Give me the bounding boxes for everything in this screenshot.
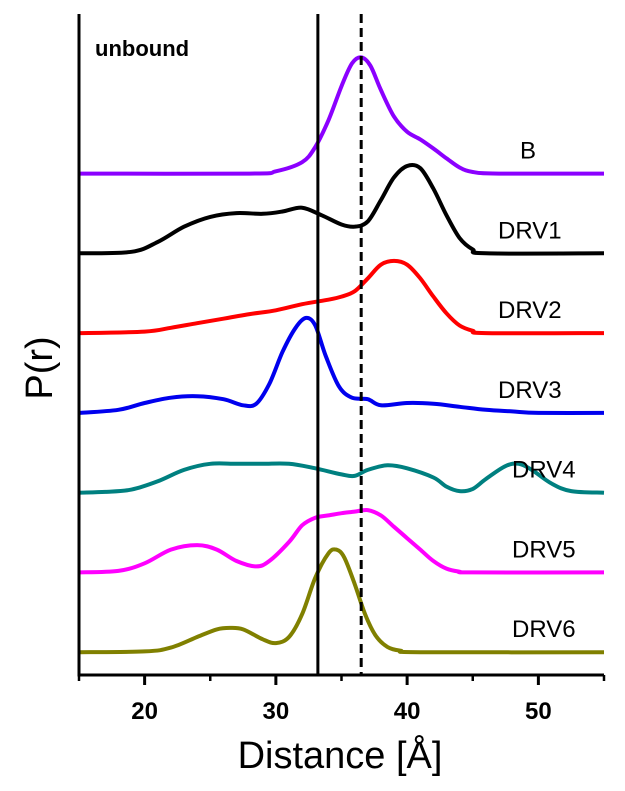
series-label-drv2: DRV2: [498, 297, 562, 324]
x-axis-title: Distance [Å]: [238, 733, 443, 777]
reference-lines: [316, 14, 363, 675]
annotation-unbound: unbound: [95, 36, 189, 61]
x-tick-label: 50: [525, 698, 552, 725]
series-label-drv3: DRV3: [498, 377, 562, 404]
series-line-drv2: [78, 258, 605, 336]
axes: 20 30 40 50: [77, 14, 606, 725]
series-label-drv4: DRV4: [512, 457, 576, 484]
series-label-b: B: [520, 138, 536, 165]
x-tick-label: 20: [131, 698, 158, 725]
series-layer: [78, 55, 605, 655]
series-line-drv6: [78, 547, 605, 655]
x-tick-label: 40: [394, 698, 421, 725]
series-line-b: [78, 55, 605, 176]
series-label-drv6: DRV6: [512, 616, 576, 643]
series-label-drv5: DRV5: [512, 536, 576, 563]
series-label-drv1: DRV1: [498, 217, 562, 244]
series-line-drv5: [78, 507, 605, 575]
series-labels: B DRV1 DRV2 DRV3 DRV4 DRV5 DRV6: [498, 138, 576, 644]
y-axis-title: P(r): [19, 336, 61, 399]
series-line-drv4: [78, 461, 605, 495]
series-line-drv1: [78, 162, 605, 256]
series-line-drv3: [78, 315, 605, 415]
x-tick-label: 30: [263, 698, 290, 725]
